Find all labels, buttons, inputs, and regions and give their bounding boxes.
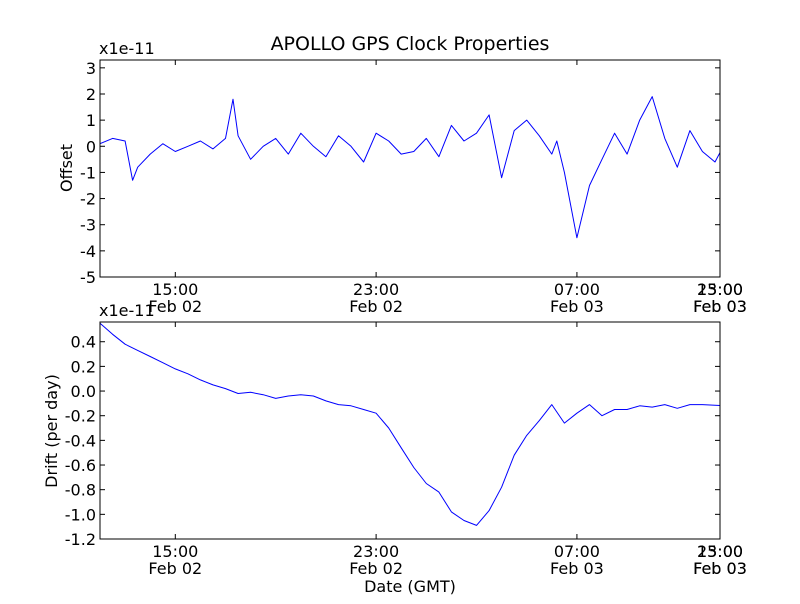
chart-title: APOLLO GPS Clock Properties [271, 33, 550, 55]
drift-y-tick-label: -0.2 [65, 407, 96, 426]
offset-y-tick-label: 0 [86, 137, 96, 156]
offset-y-tick-label: -5 [80, 268, 96, 287]
drift-y-tick-label: -1.2 [65, 530, 96, 549]
drift-y-tick-label: -0.6 [65, 456, 96, 475]
offset-x-tick-date-label: Feb 03 [693, 297, 747, 316]
offset-x-tick-date-label: Feb 03 [550, 297, 604, 316]
drift-multiplier-label: x1e-11 [99, 301, 155, 320]
offset-y-tick-label: 3 [86, 59, 96, 78]
drift-x-tick-time-label: 07:00 [554, 542, 600, 561]
drift-x-tick-time-label: 23:00 [697, 542, 743, 561]
drift-panel: x1e-11 Drift (per day) 0.4 0.2 0.0 -0.2 -0.4… [42, 301, 747, 596]
offset-y-tick-label: 1 [86, 111, 96, 130]
offset-x-tick-time-label: 15:00 [697, 280, 743, 299]
offset-x-tick-time-label: 15:00 [152, 280, 198, 299]
offset-series-line-0 [100, 96, 720, 239]
offset-y-axis-label: Offset [57, 144, 76, 192]
drift-y-ticks: 0.4 0.2 0.0 -0.2 -0.4 -0.6 -0.8 -1.0 -1.2 [65, 333, 720, 549]
drift-series-line-0 [100, 322, 720, 526]
offset-axes-frame [99, 59, 721, 278]
offset-y-ticks: 3 2 1 0 -1 -2 -3 -4 -5 [80, 59, 720, 287]
drift-x-tick-time-label: 15:00 [152, 542, 198, 561]
drift-series-group [100, 322, 720, 526]
offset-x-tick-date-label: Feb 02 [349, 297, 403, 316]
drift-y-tick-label: -1.0 [65, 505, 96, 524]
offset-y-tick-label: -1 [80, 163, 96, 182]
drift-y-axis-label: Drift (per day) [42, 374, 61, 488]
drift-y-tick-label: 0.2 [71, 357, 96, 376]
offset-y-tick-label: -4 [80, 242, 96, 261]
offset-multiplier-label: x1e-11 [99, 39, 155, 58]
x-axis-label: Date (GMT) [364, 577, 456, 596]
drift-x-tick-date-label: Feb 02 [148, 559, 202, 578]
drift-x-tick-date-label: Feb 03 [550, 559, 604, 578]
drift-y-tick-label: -0.8 [65, 481, 96, 500]
drift-axes-frame [99, 321, 721, 540]
offset-y-tick-label: -3 [80, 216, 96, 235]
drift-x-tick-date-label: Feb 03 [693, 559, 747, 578]
drift-y-tick-label: 0.4 [71, 333, 96, 352]
drift-y-tick-label: 0.0 [71, 382, 96, 401]
offset-x-tick-time-label: 07:00 [554, 280, 600, 299]
offset-x-tick-time-label: 23:00 [353, 280, 399, 299]
drift-x-tick-time-label: 23:00 [353, 542, 399, 561]
offset-x-tick-date-label: Feb 03 [693, 297, 747, 316]
drift-y-tick-label: -0.4 [65, 431, 96, 450]
drift-x-tick-date-label: Feb 03 [693, 559, 747, 578]
offset-y-tick-label: 2 [86, 85, 96, 104]
drift-x-tick-time-label: 15:00 [697, 542, 743, 561]
offset-y-tick-label: -2 [80, 190, 96, 209]
offset-x-tick-date-label: Feb 02 [148, 297, 202, 316]
offset-x-tick-time-label: 23:00 [697, 280, 743, 299]
drift-x-tick-date-label: Feb 02 [349, 559, 403, 578]
offset-series-group [100, 96, 720, 239]
